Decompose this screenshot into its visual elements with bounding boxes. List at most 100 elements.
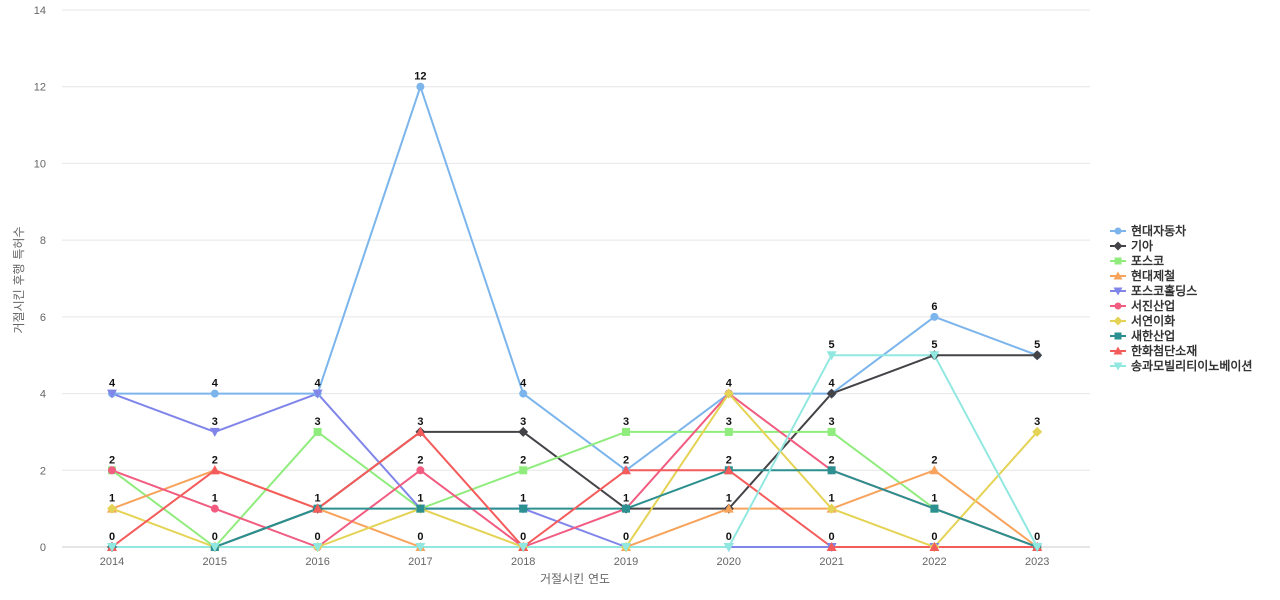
legend-item-4[interactable]: 포스코홀딩스: [1110, 283, 1197, 298]
data-label: 1: [726, 493, 732, 505]
series-point-9-2015[interactable]: [209, 543, 220, 552]
legend-label: 서진산업: [1131, 298, 1175, 313]
series-point-6-2020[interactable]: [723, 388, 734, 399]
data-label: 0: [829, 531, 835, 543]
legend-swatch-marker[interactable]: [1113, 241, 1123, 251]
series-point-3-2020[interactable]: [723, 503, 734, 513]
series-point-8-2016[interactable]: [312, 503, 323, 513]
series-point-4-2014[interactable]: [107, 389, 117, 399]
series-point-7-2017[interactable]: [416, 504, 425, 513]
series-line-9[interactable]: [112, 354, 1039, 548]
legend-swatch-marker[interactable]: [1114, 332, 1122, 340]
data-label: 2: [931, 454, 937, 466]
series-point-0-2015[interactable]: [210, 389, 219, 398]
legend-swatch-marker[interactable]: [1114, 302, 1122, 310]
data-label: 1: [417, 493, 423, 505]
series-point-6-2021[interactable]: [826, 503, 837, 514]
legend[interactable]: 현대자동차기아포스코현대제철포스코홀딩스서진산업서연이화새한산업한화첨단소재송과…: [1110, 223, 1252, 373]
legend-item-0[interactable]: 현대자동차: [1110, 223, 1186, 238]
series-markers: [107, 82, 1043, 552]
series-point-9-2014[interactable]: [107, 543, 117, 552]
legend-swatch-marker[interactable]: [1113, 346, 1123, 355]
series-point-2-2019[interactable]: [622, 427, 630, 436]
series-point-5-2017[interactable]: [416, 466, 425, 475]
data-label: 3: [520, 416, 526, 428]
series-line-0[interactable]: [112, 85, 1038, 472]
legend-item-2[interactable]: 포스코: [1110, 254, 1164, 268]
data-label: 4: [829, 378, 836, 390]
series-point-2-2021[interactable]: [827, 427, 836, 436]
data-label: 4: [520, 378, 527, 390]
data-label: 3: [212, 416, 218, 428]
series-point-7-2018[interactable]: [519, 504, 528, 513]
series-point-2-2018[interactable]: [519, 466, 528, 475]
data-label: 3: [315, 416, 321, 428]
series-point-3-2022[interactable]: [929, 465, 940, 475]
series-point-8-2020[interactable]: [723, 465, 734, 475]
series-point-1-2021[interactable]: [826, 388, 837, 399]
series-point-7-2021[interactable]: [827, 466, 836, 475]
series-point-8-2021[interactable]: [826, 542, 837, 551]
series-point-7-2019[interactable]: [622, 504, 630, 513]
legend-swatch-marker[interactable]: [1114, 257, 1122, 265]
data-label: 0: [1034, 531, 1040, 543]
data-label: 12: [414, 71, 426, 83]
series-point-2-2020[interactable]: [724, 427, 733, 436]
series-point-9-2023[interactable]: [1032, 543, 1043, 552]
series-point-0-2022[interactable]: [930, 312, 939, 321]
series-point-8-2019[interactable]: [621, 465, 631, 475]
legend-label: 현대자동차: [1131, 223, 1186, 238]
legend-swatch-marker[interactable]: [1113, 271, 1123, 280]
data-label: 3: [623, 416, 629, 428]
legend-item-1[interactable]: 기아: [1110, 238, 1153, 253]
series-point-9-2016[interactable]: [312, 543, 323, 552]
series-point-9-2019[interactable]: [621, 543, 631, 552]
legend-item-5[interactable]: 서진산업: [1110, 298, 1175, 313]
series-point-8-2022[interactable]: [929, 542, 940, 551]
data-label: 1: [829, 493, 835, 505]
data-label: 2: [829, 454, 835, 466]
legend-item-8[interactable]: 한화첨단소재: [1110, 343, 1197, 358]
legend-item-6[interactable]: 서연이화: [1110, 313, 1175, 328]
legend-swatch-marker[interactable]: [1113, 287, 1123, 296]
series-point-8-2017[interactable]: [415, 426, 426, 436]
legend-swatch-marker[interactable]: [1113, 362, 1123, 371]
series-line-2[interactable]: [111, 430, 1038, 548]
data-label: 0: [109, 531, 115, 543]
series-point-1-2023[interactable]: [1032, 350, 1043, 361]
series-point-4-2016[interactable]: [312, 389, 323, 399]
x-tick-label: 2021: [819, 556, 843, 568]
series-point-7-2022[interactable]: [930, 504, 939, 513]
series-line-8[interactable]: [111, 430, 1038, 548]
series-point-4-2015[interactable]: [209, 427, 220, 437]
series-point-1-2018[interactable]: [518, 426, 529, 437]
legend-swatch-marker[interactable]: [1113, 316, 1123, 326]
x-axis-ticks: 2014 2015 2016 2017 2018 2019 2020 2021 2022 2023: [100, 556, 1050, 568]
data-label: 3: [829, 416, 835, 428]
data-label: 2: [109, 454, 115, 466]
series-point-8-2015[interactable]: [209, 465, 220, 475]
series-point-6-2014[interactable]: [107, 503, 117, 514]
data-label: 1: [931, 493, 937, 505]
series-point-0-2018[interactable]: [519, 389, 528, 398]
legend-item-7[interactable]: 새한산업: [1110, 328, 1175, 343]
series-point-9-2020[interactable]: [723, 543, 734, 552]
data-label: 1: [212, 493, 218, 505]
legend-item-3[interactable]: 현대제철: [1110, 268, 1175, 283]
y-tick-label: 10: [34, 158, 46, 170]
series-point-2-2016[interactable]: [313, 427, 322, 436]
legend-item-9[interactable]: 송과모빌리티이노베이션: [1110, 358, 1252, 373]
series-point-9-2017[interactable]: [415, 543, 426, 552]
data-label: 2: [623, 454, 629, 466]
series-point-5-2014[interactable]: [108, 466, 116, 475]
data-label: 0: [212, 531, 218, 543]
series-point-9-2021[interactable]: [826, 351, 837, 361]
series-point-0-2017[interactable]: [416, 82, 425, 91]
series-point-9-2018[interactable]: [518, 543, 529, 552]
legend-swatch-marker[interactable]: [1114, 227, 1122, 235]
series-point-9-2022[interactable]: [929, 351, 940, 361]
series-point-5-2015[interactable]: [210, 504, 219, 513]
x-tick-label: 2016: [305, 556, 329, 568]
series-point-6-2023[interactable]: [1032, 426, 1043, 437]
x-tick-label: 2017: [408, 556, 432, 568]
